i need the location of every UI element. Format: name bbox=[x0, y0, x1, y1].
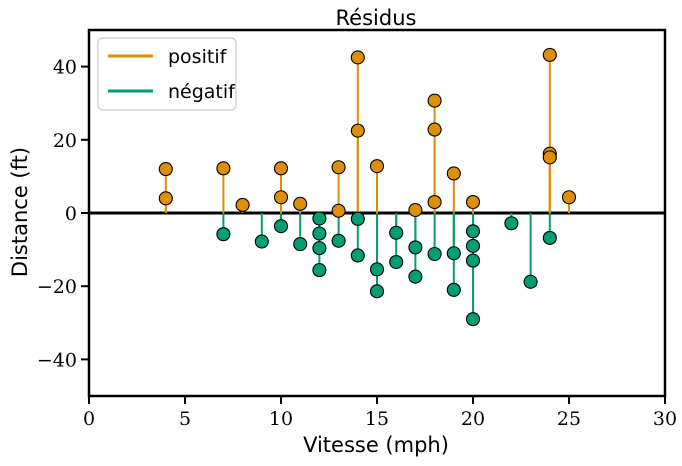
point-negatif bbox=[350, 248, 365, 263]
y-tick-label: −20 bbox=[37, 276, 77, 298]
axis-ticks: 0 5 10 15 20 25 30 −40 −20 0 20 40 bbox=[37, 57, 677, 430]
point-positif bbox=[408, 203, 423, 218]
point-negatif bbox=[408, 269, 423, 284]
point-positif bbox=[273, 190, 289, 205]
point-negatif bbox=[369, 262, 385, 277]
point-positif bbox=[235, 197, 250, 212]
point-positif bbox=[465, 194, 481, 210]
x-tick-label: 30 bbox=[653, 408, 677, 430]
point-negatif bbox=[350, 211, 365, 226]
chart-title: Résidus bbox=[336, 6, 417, 30]
point-negatif bbox=[273, 219, 289, 234]
point-negatif bbox=[542, 230, 557, 245]
point-negatif bbox=[331, 233, 346, 248]
point-positif bbox=[216, 161, 231, 176]
residual-markers bbox=[158, 47, 577, 327]
point-positif bbox=[350, 123, 365, 138]
point-positif bbox=[369, 159, 385, 174]
point-positif bbox=[293, 196, 308, 211]
legend: positif négatif bbox=[97, 37, 237, 111]
point-negatif bbox=[312, 241, 327, 256]
y-axis-label: Distance (ft) bbox=[8, 147, 32, 277]
point-positif bbox=[542, 150, 557, 165]
point-positif bbox=[561, 190, 577, 205]
legend-label-positif: positif bbox=[168, 46, 228, 68]
point-negatif bbox=[465, 253, 481, 268]
y-tick-label: 0 bbox=[65, 203, 77, 225]
plot-frame bbox=[87, 28, 667, 398]
point-positif bbox=[331, 203, 346, 218]
point-positif bbox=[542, 47, 557, 62]
point-negatif bbox=[504, 216, 519, 231]
point-negatif bbox=[389, 225, 404, 240]
point-negatif bbox=[523, 274, 538, 289]
point-negatif bbox=[465, 312, 481, 327]
point-negatif bbox=[369, 284, 385, 299]
point-negatif bbox=[312, 211, 327, 226]
legend-label-negatif: négatif bbox=[168, 81, 236, 103]
x-tick-label: 5 bbox=[179, 408, 191, 430]
x-tick-label: 15 bbox=[365, 408, 389, 430]
point-positif bbox=[158, 162, 173, 177]
point-positif bbox=[427, 93, 442, 108]
point-positif bbox=[427, 194, 442, 210]
point-positif bbox=[427, 122, 442, 137]
x-tick-label: 10 bbox=[269, 408, 293, 430]
point-negatif bbox=[216, 227, 231, 242]
y-tick-label: 20 bbox=[53, 130, 77, 152]
x-tick-label: 0 bbox=[83, 408, 95, 430]
point-positif bbox=[331, 160, 346, 175]
point-positif bbox=[158, 191, 173, 206]
y-tick-label: 40 bbox=[53, 57, 77, 79]
point-positif bbox=[273, 161, 289, 176]
point-negatif bbox=[408, 240, 423, 255]
point-positif bbox=[446, 166, 461, 181]
x-tick-label: 25 bbox=[557, 408, 581, 430]
point-negatif bbox=[446, 282, 461, 297]
point-negatif bbox=[312, 263, 327, 278]
point-negatif bbox=[389, 254, 404, 270]
x-axis-label: Vitesse (mph) bbox=[303, 433, 449, 457]
x-tick-label: 20 bbox=[461, 408, 485, 430]
y-tick-label: −40 bbox=[37, 349, 77, 371]
point-negatif bbox=[465, 224, 481, 239]
point-positif bbox=[350, 50, 365, 65]
point-negatif bbox=[254, 234, 269, 249]
point-negatif bbox=[312, 226, 327, 241]
point-negatif bbox=[465, 238, 481, 253]
point-negatif bbox=[427, 246, 442, 262]
point-negatif bbox=[293, 237, 308, 252]
point-negatif bbox=[446, 246, 461, 261]
